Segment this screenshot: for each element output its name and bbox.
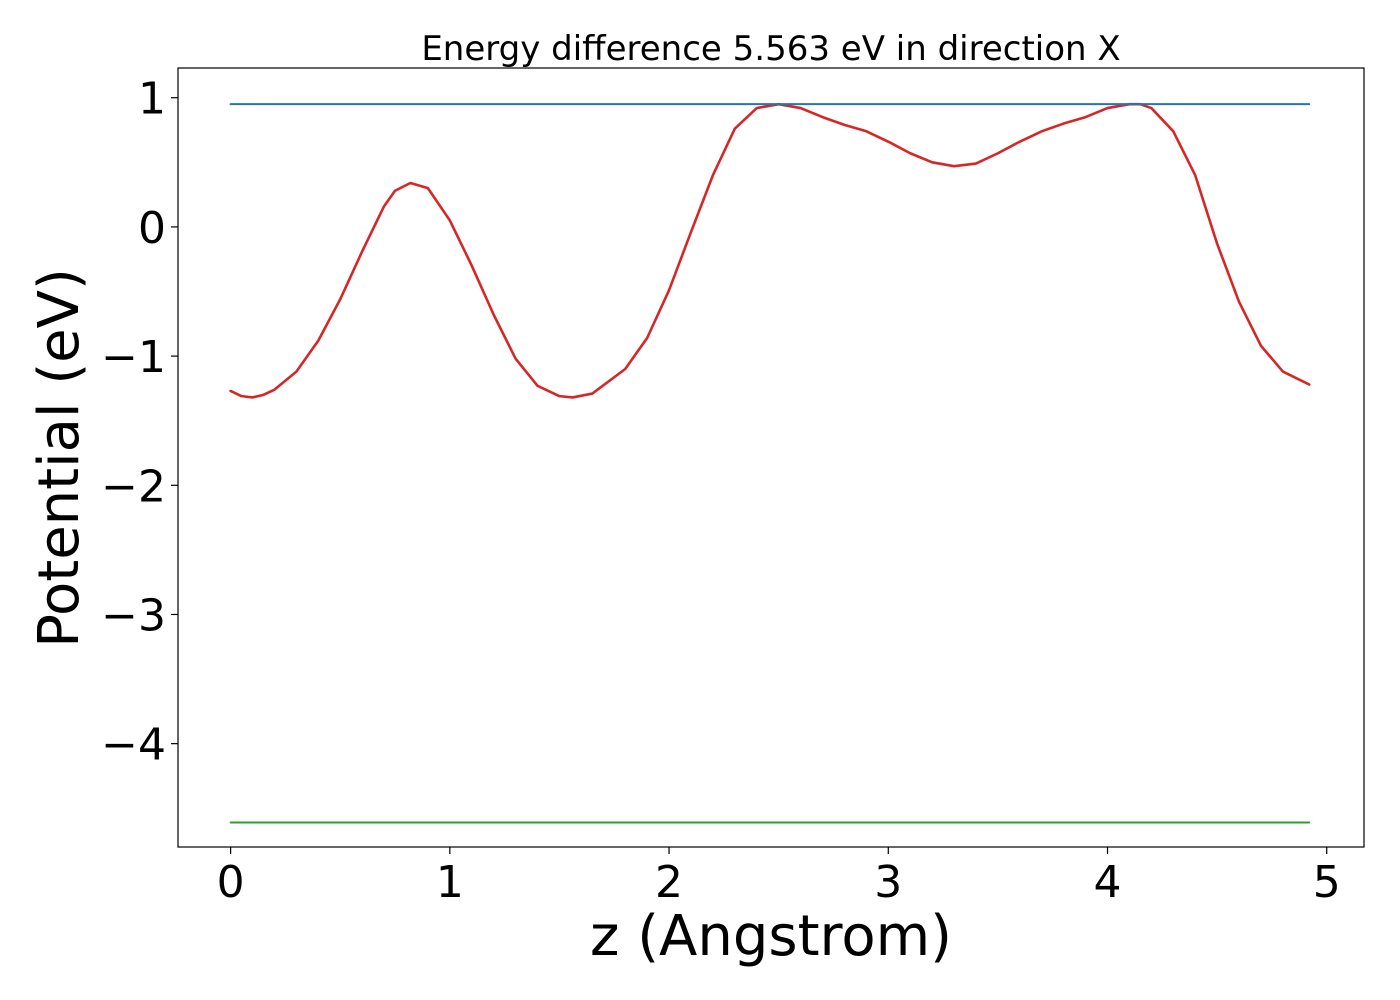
plot-frame [177,67,1365,848]
x-axis-label: z (Angstrom) [590,904,952,969]
x-tick-label: 2 [655,857,683,908]
x-axis-ticks: 0 1 2 3 4 5 [217,847,1341,908]
x-tick-label: 5 [1313,857,1341,908]
x-tick-label: 3 [874,857,902,908]
series-lines [229,102,1311,824]
y-tick-label: −4 [101,720,166,771]
y-axis-ticks: 1 0 −1 −2 −3 −4 [101,74,178,771]
x-tick-label: 4 [1094,857,1122,908]
x-tick-label: 1 [436,857,464,908]
y-tick-label: −2 [101,461,166,512]
series-line-0 [229,102,1311,399]
x-tick-label: 0 [217,857,245,908]
y-tick-label: 1 [138,74,166,125]
y-tick-label: 0 [138,203,166,254]
y-axis-label: Potential (eV) [27,268,92,648]
y-tick-label: −3 [101,590,166,641]
y-tick-label: −1 [101,332,166,383]
chart-title: Energy difference 5.563 eV in direction … [421,29,1120,69]
